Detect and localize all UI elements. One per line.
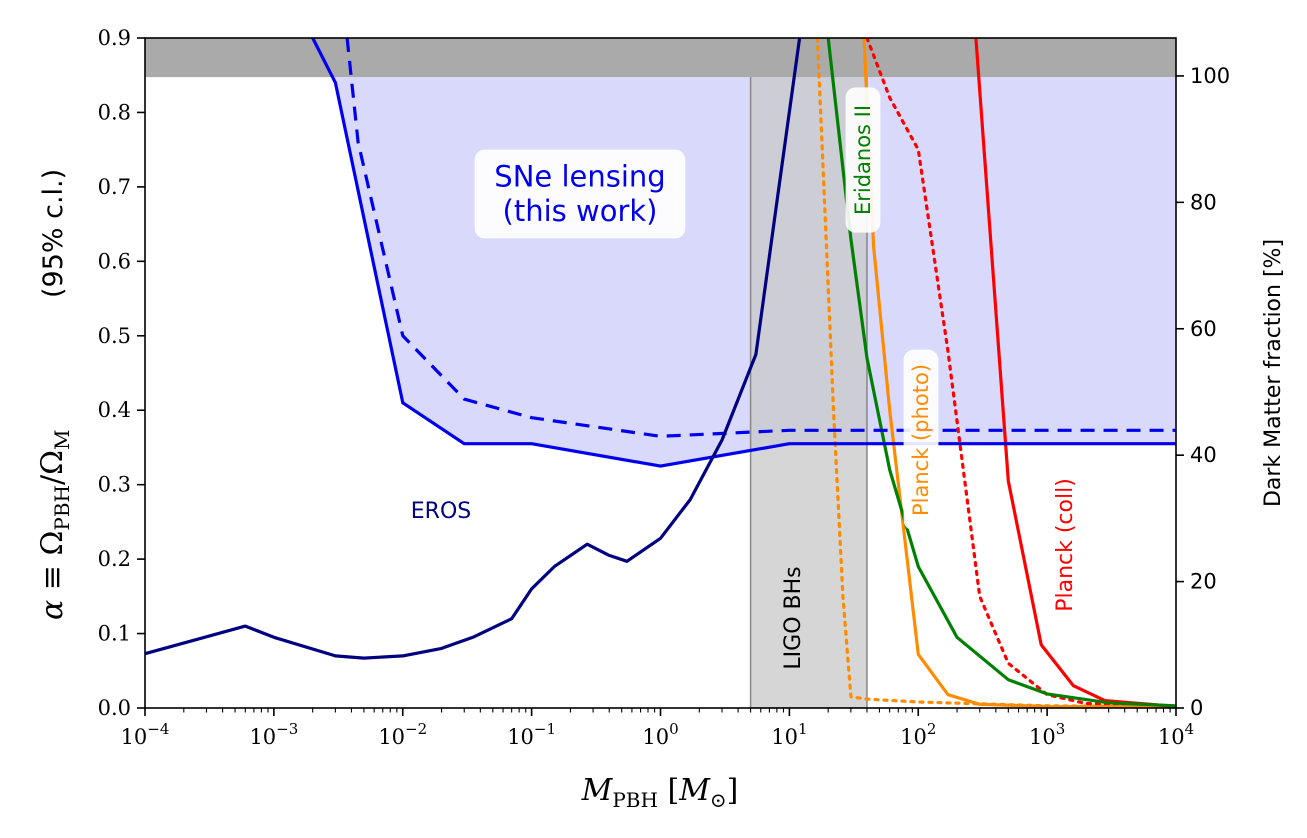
y2-axis-label: Dark Matter fraction [%] [1261, 239, 1286, 507]
eros-curve [145, 38, 802, 660]
svg-text:Eridanos II: Eridanos II [851, 105, 875, 215]
planck-photo-label: Planck (photo) [903, 349, 939, 531]
y2-tick-label: 20 [1190, 570, 1217, 594]
sne-dashed-curve [345, 38, 1176, 438]
x-tick-label: 100 [642, 720, 678, 749]
y-tick-label: 0.1 [98, 622, 131, 646]
x-tick-label: 10−1 [507, 720, 556, 749]
x-tick-label: 10−4 [121, 720, 170, 749]
x-tick-label: 10−2 [378, 720, 427, 749]
planck-coll-dotted-curve [865, 38, 1176, 708]
eridanos-curve [826, 38, 1176, 708]
svg-text:SNe lensing: SNe lensing [494, 159, 665, 193]
x-tick-label: 104 [1158, 720, 1194, 749]
y-tick-label: 0.8 [98, 100, 131, 124]
y-tick-label: 0.5 [98, 324, 131, 348]
shaded-regions [145, 38, 1176, 708]
sne-excluded-region [145, 38, 1176, 467]
sne-solid-curve [311, 38, 1176, 468]
y-tick-label: 0.6 [98, 249, 131, 273]
planck-coll-label: Planck (coll) [1053, 478, 1078, 612]
y2-tick-label: 0 [1190, 696, 1203, 720]
ligo-label: LIGO BHs [781, 566, 806, 669]
y2-tick-label: 80 [1190, 190, 1217, 214]
planck-photo-curve [862, 38, 1176, 708]
y-axis-label-note: (95% c.l.) [38, 169, 69, 298]
x-tick-label: 102 [900, 720, 936, 749]
x-tick-label: 101 [771, 720, 807, 749]
y-tick-label: 0.4 [98, 398, 131, 422]
y-tick-label: 0.7 [98, 175, 131, 199]
eros-label: EROS [411, 499, 471, 524]
y2-tick-label: 100 [1190, 64, 1230, 88]
y-tick-label: 0.9 [98, 26, 131, 50]
unphysical-band [145, 38, 1176, 78]
x-tick-label: 103 [1029, 720, 1065, 749]
sne-lensing-label: SNe lensing(this work) [474, 149, 686, 239]
y-axis-ticks: 0.0 0.1 0.2 0.3 0.4 0.5 0.6 0.7 0.8 0.9 [98, 26, 145, 720]
x-tick-label: 10−3 [249, 720, 298, 749]
svg-text:(this work): (this work) [503, 194, 658, 228]
y-tick-label: 0.0 [98, 696, 131, 720]
annotations: SNe lensing(this work) EROS LIGO BHs Eridan… [411, 87, 1078, 670]
y2-axis-ticks: 0 20 40 60 80 100 [1176, 64, 1230, 720]
x-axis-ticks: 10−4 10−3 10−2 10−1 100 101 102 103 104 [121, 708, 1194, 749]
y-tick-label: 0.2 [98, 547, 131, 571]
y2-tick-label: 40 [1190, 443, 1217, 467]
curves [145, 38, 1176, 708]
x-axis-label: MPBH [M⊙] [581, 773, 739, 812]
svg-text:Planck (photo): Planck (photo) [909, 364, 933, 516]
y2-tick-label: 60 [1190, 317, 1217, 341]
y-tick-label: 0.3 [98, 473, 131, 497]
y-axis-label: α ≡ ΩPBH/ΩM [35, 430, 74, 620]
eridanos-label: Eridanos II [845, 87, 881, 233]
